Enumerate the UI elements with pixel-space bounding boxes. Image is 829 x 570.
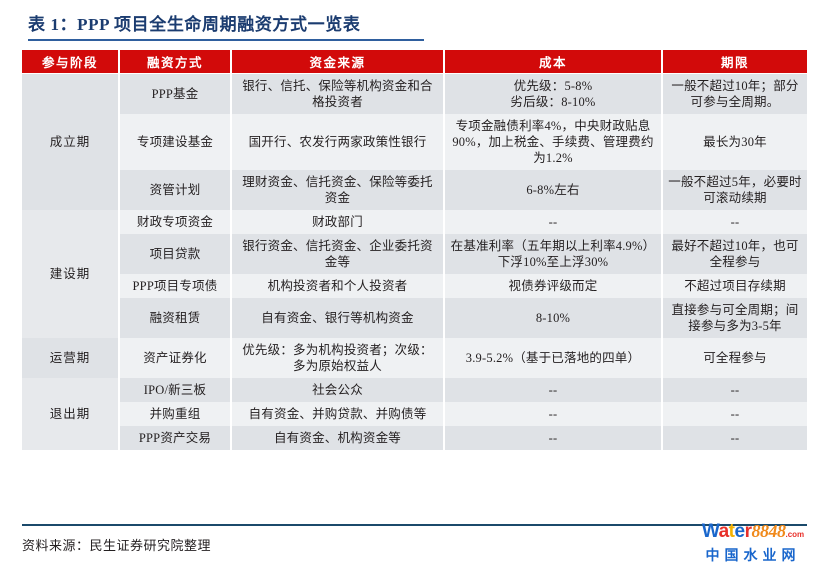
stage-label: 运营期: [22, 338, 120, 378]
cell-cost: --: [444, 378, 663, 402]
table-row: 并购重组 自有资金、并购贷款、并购债等 -- --: [22, 402, 807, 426]
cell-term: 一般不超过5年，必要时可滚动续期: [662, 170, 807, 210]
cell-method: 并购重组: [119, 402, 232, 426]
table-row: PPP资产交易 自有资金、机构资金等 -- --: [22, 426, 807, 450]
table-header: 参与阶段 融资方式 资金来源 成本 期限: [22, 50, 807, 74]
cell-method: 财政专项资金: [119, 210, 232, 234]
cell-source: 自有资金、机构资金等: [231, 426, 445, 450]
cell-term: --: [662, 210, 807, 234]
column-header-method: 融资方式: [119, 50, 232, 74]
cell-source: 银行、信托、保险等机构资金和合格投资者: [231, 73, 445, 114]
cell-source: 优先级：多为机构投资者；次级：多为原始权益人: [231, 338, 445, 378]
cell-cost: 优先级：5-8% 劣后级：8-10%: [444, 73, 663, 114]
cell-method: PPP基金: [119, 73, 232, 114]
table-row: 退出期 IPO/新三板 社会公众 -- --: [22, 378, 807, 450]
cell-term: --: [662, 426, 807, 450]
cell-cost: 3.9-5.2%（基于已落地的四单）: [444, 338, 663, 378]
table-row: 建设期 财政专项资金 财政部门 -- --: [22, 210, 807, 338]
cell-method: 专项建设基金: [119, 114, 232, 170]
title-underline: [28, 39, 424, 41]
title-block: 表 1：PPP 项目全生命周期融资方式一览表: [28, 14, 808, 41]
stage-label: 建设期: [22, 210, 120, 338]
cell-method: PPP资产交易: [119, 426, 232, 450]
table-row: PPP项目专项债 机构投资者和个人投资者 视债券评级而定 不超过项目存续期: [22, 274, 807, 298]
table-bottom-rule: [22, 524, 807, 526]
cell-cost: --: [444, 426, 663, 450]
table-header-row: 参与阶段 融资方式 资金来源 成本 期限: [22, 50, 807, 74]
cell-method: 资产证券化: [119, 338, 232, 378]
cell-method: PPP项目专项债: [119, 274, 232, 298]
cell-term: 不超过项目存续期: [662, 274, 807, 298]
column-header-cost: 成本: [444, 50, 663, 74]
cell-source: 国开行、农发行两家政策性银行: [231, 114, 445, 170]
watermark-letter-w: W: [701, 521, 719, 542]
cell-cost: --: [444, 210, 663, 234]
table-row: 专项建设基金 国开行、农发行两家政策性银行 专项金融债利率4%，中央财政贴息90%，…: [22, 114, 807, 170]
table-body: 成立期 PPP基金 银行、信托、保险等机构资金和合格投资者 优先级：5-8% 劣后级：8…: [22, 73, 807, 450]
watermark-letter-a: a: [718, 521, 730, 542]
stage-label: 成立期: [22, 73, 120, 210]
financing-table-wrapper: 参与阶段 融资方式 资金来源 成本 期限 成立期 PPP基金 银行、信托、保险等机构…: [22, 50, 807, 450]
cell-method: 项目贷款: [119, 234, 232, 274]
cell-source: 自有资金、银行等机构资金: [231, 298, 445, 338]
cell-term: 直接参与可全周期；间接参与多为3-5年: [662, 298, 807, 338]
cell-cost: 在基准利率（五年期以上利率4.9%）下浮10%至上浮30%: [444, 234, 663, 274]
cell-term: 一般不超过10年；部分可参与全周期。: [662, 73, 807, 114]
cell-source: 财政部门: [231, 210, 445, 234]
watermark-letter-e: e: [734, 521, 745, 542]
watermark-number: 8848: [751, 521, 786, 541]
cell-cost: 专项金融债利率4%，中央财政贴息90%，加上税金、手续费、管理费约为1.2%: [444, 114, 663, 170]
watermark-letter-t: t: [728, 521, 735, 542]
column-header-stage: 参与阶段: [22, 50, 120, 74]
column-header-term: 期限: [662, 50, 807, 74]
cell-term: --: [662, 378, 807, 402]
column-header-source: 资金来源: [231, 50, 445, 74]
watermark-chinese-name: 中国水业网: [705, 547, 801, 563]
table-row: 运营期 资产证券化 优先级：多为机构投资者；次级：多为原始权益人 3.9-5.2%（基…: [22, 338, 807, 378]
cell-method: 资管计划: [119, 170, 232, 210]
table-row: 成立期 PPP基金 银行、信托、保险等机构资金和合格投资者 优先级：5-8% 劣后级：8…: [22, 73, 807, 210]
financing-table: 参与阶段 融资方式 资金来源 成本 期限 成立期 PPP基金 银行、信托、保险等机构…: [22, 50, 807, 450]
cell-term: 最长为30年: [662, 114, 807, 170]
table-row: 融资租赁 自有资金、银行等机构资金 8-10% 直接参与可全周期；间接参与多为3-5年: [22, 298, 807, 338]
page-title: 表 1：PPP 项目全生命周期融资方式一览表: [28, 15, 361, 34]
cell-method: IPO/新三板: [119, 378, 232, 402]
watermark-logo: Water8848.com 中国水业网: [686, 521, 820, 564]
table-row: 资管计划 理财资金、信托资金、保险等委托资金 6-8%左右 一般不超过5年，必要时可滚…: [22, 170, 807, 210]
watermark-letter-r: r: [744, 521, 752, 542]
cell-source: 社会公众: [231, 378, 445, 402]
cell-cost: --: [444, 402, 663, 426]
source-note: 资料来源：民生证券研究院整理: [22, 538, 212, 553]
cell-cost: 视债券评级而定: [444, 274, 663, 298]
cell-source: 银行资金、信托资金、企业委托资金等: [231, 234, 445, 274]
cell-term: 可全程参与: [662, 338, 807, 378]
cell-term: 最好不超过10年，也可全程参与: [662, 234, 807, 274]
cell-source: 自有资金、并购贷款、并购债等: [231, 402, 445, 426]
stage-label: 退出期: [22, 378, 120, 450]
cell-method: 融资租赁: [119, 298, 232, 338]
cell-source: 机构投资者和个人投资者: [231, 274, 445, 298]
watermark-wordmark: Water8848.com: [686, 521, 820, 545]
table-row: 项目贷款 银行资金、信托资金、企业委托资金等 在基准利率（五年期以上利率4.9%）下…: [22, 234, 807, 274]
watermark-dotcom: .com: [785, 530, 805, 539]
cell-source: 理财资金、信托资金、保险等委托资金: [231, 170, 445, 210]
cell-cost: 6-8%左右: [444, 170, 663, 210]
cell-term: --: [662, 402, 807, 426]
cell-cost: 8-10%: [444, 298, 663, 338]
